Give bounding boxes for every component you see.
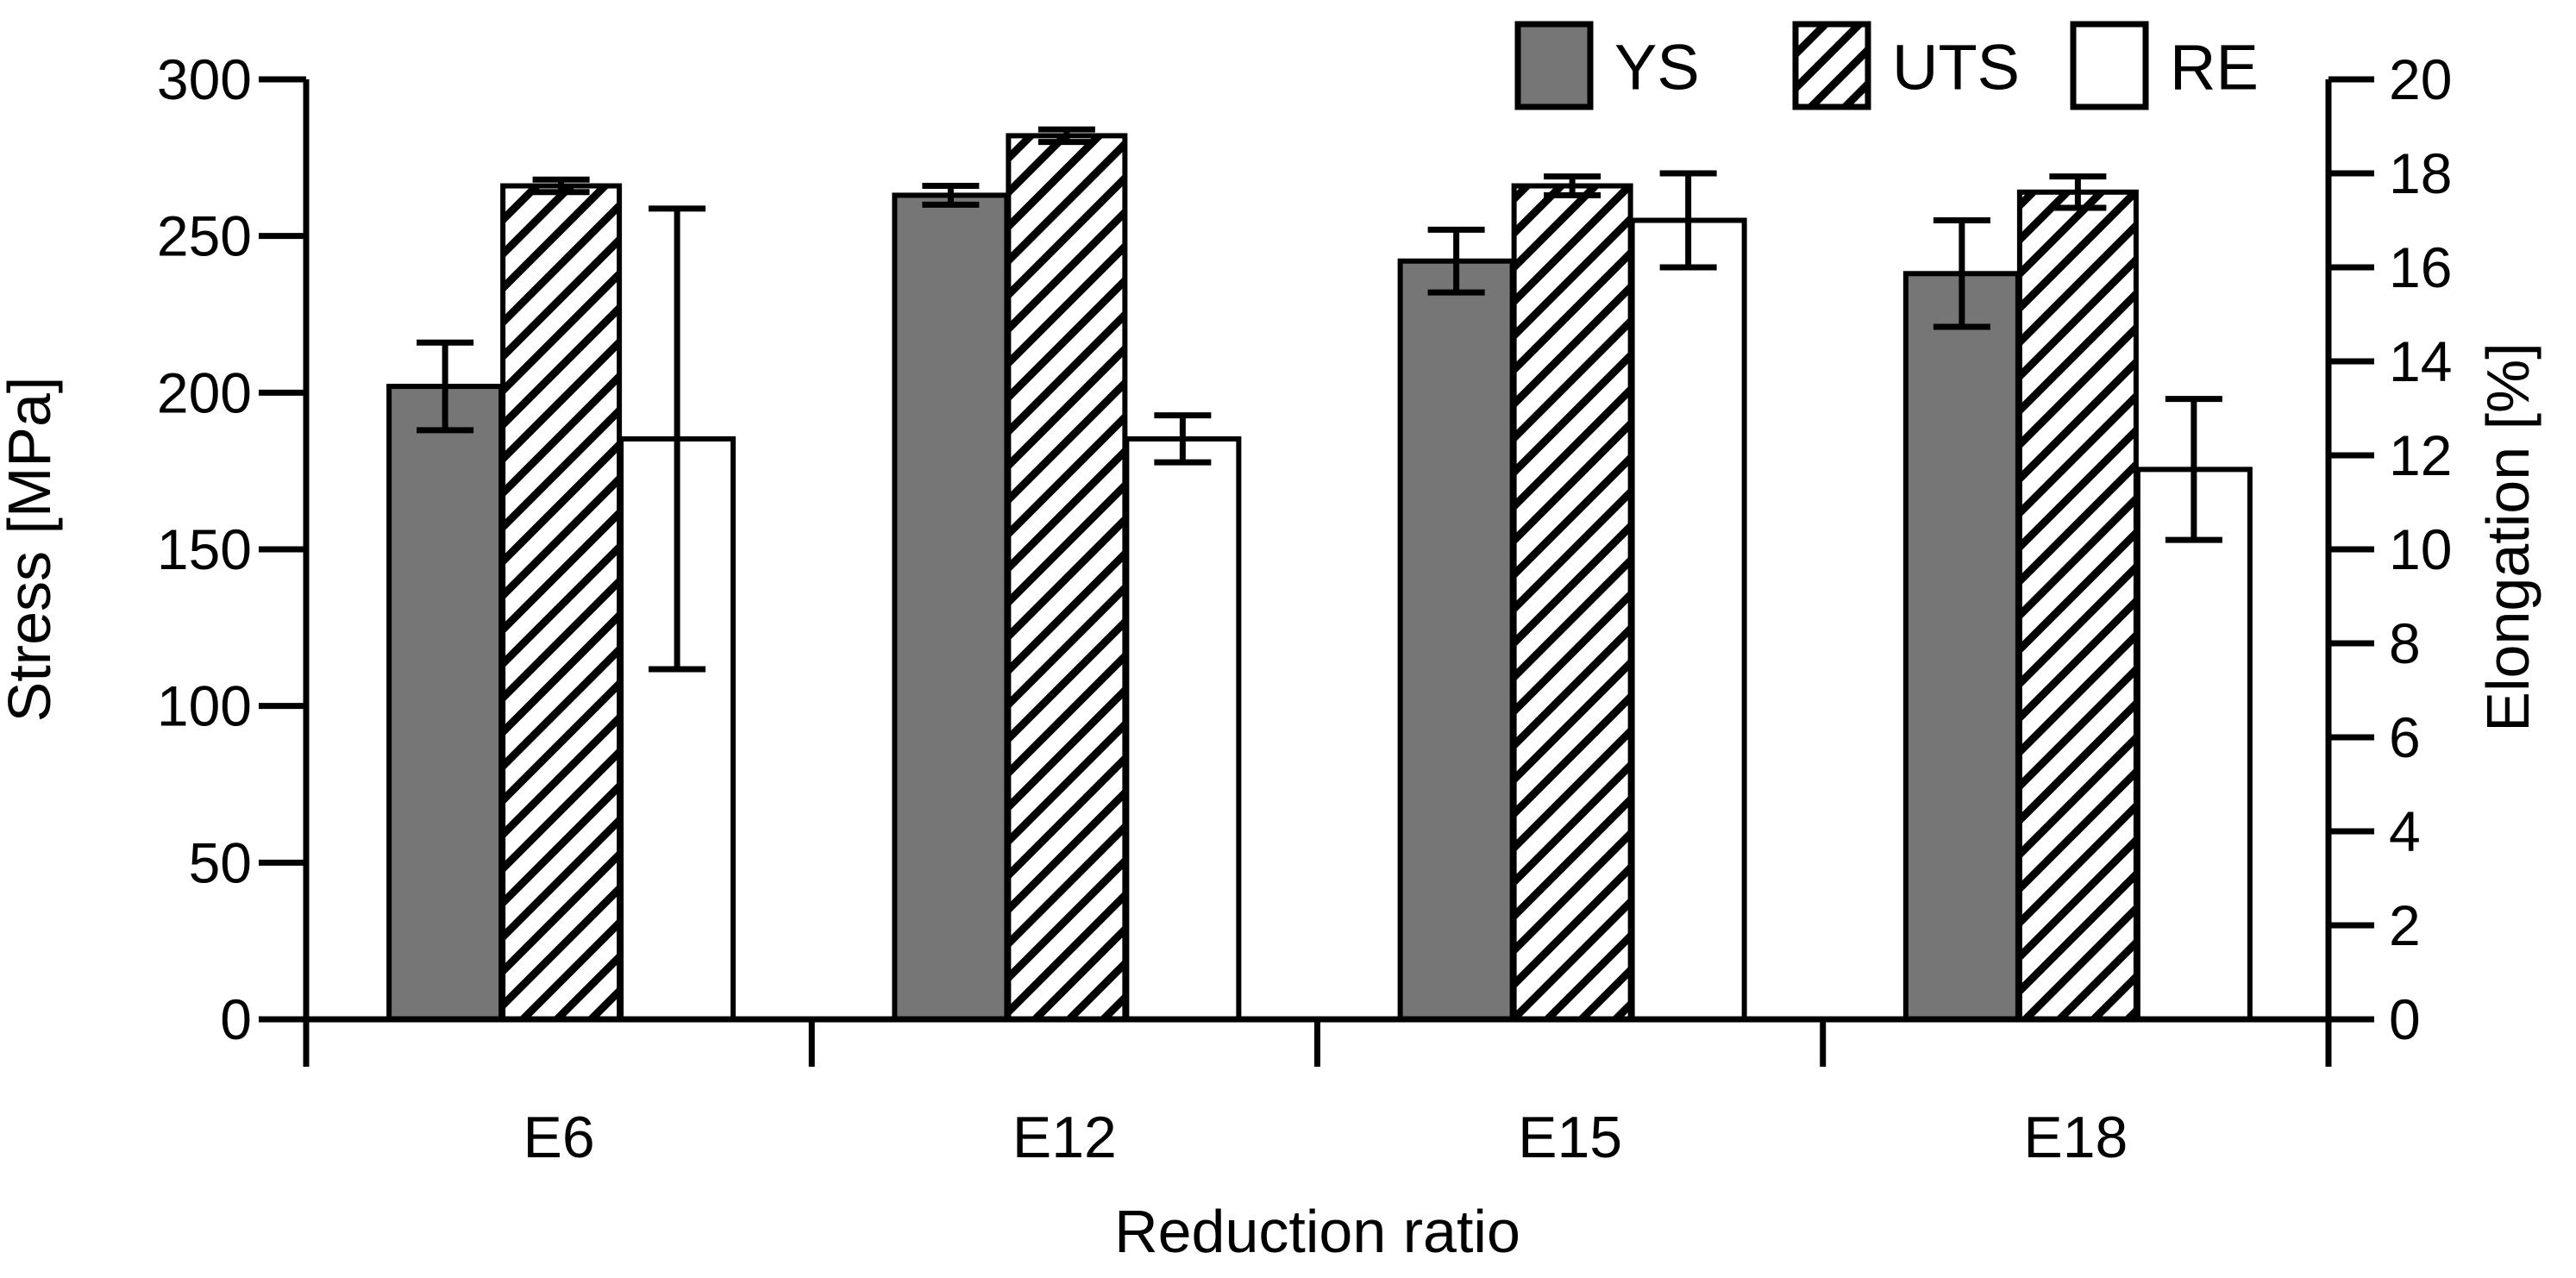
right-tick-label: 2	[2389, 893, 2421, 957]
right-tick-label: 18	[2389, 141, 2452, 205]
left-axis-title: Stress [MPa]	[0, 377, 63, 723]
bar-ys-e15	[1397, 258, 1515, 1022]
error-bar-uts-e6	[532, 176, 590, 196]
x-category-label: E12	[1012, 1105, 1117, 1170]
legend-swatch-ys	[1514, 21, 1594, 110]
error-bar-re-e18	[2165, 396, 2222, 543]
right-tick-label: 20	[2389, 47, 2452, 111]
right-axis-title: Elongation [%]	[2474, 342, 2542, 731]
error-bar-uts-e18	[2049, 173, 2107, 211]
error-bar-uts-e15	[1544, 173, 1601, 198]
right-tick-label: 10	[2389, 517, 2452, 581]
legend-swatch-re	[2070, 21, 2149, 110]
bar-re-e12	[1124, 435, 1242, 1022]
left-tick-label: 50	[189, 830, 252, 894]
bar-re-e18	[2134, 467, 2253, 1022]
left-tick-label: 150	[157, 517, 252, 581]
right-tick-label: 4	[2389, 799, 2421, 863]
x-category-label: E6	[523, 1105, 595, 1170]
left-tick-label: 250	[157, 204, 252, 268]
right-tick-label: 12	[2389, 423, 2452, 487]
legend-item-uts: UTS	[1792, 21, 2020, 110]
x-category-label: E15	[1518, 1105, 1622, 1170]
error-bar-ys-e6	[417, 339, 474, 434]
error-bar-ys-e18	[1933, 217, 1990, 330]
error-bar-ys-e15	[1427, 226, 1485, 296]
bar-re-e15	[1629, 217, 1747, 1022]
right-tick-label: 14	[2389, 329, 2452, 393]
right-tick-label: 8	[2389, 611, 2421, 675]
error-bar-ys-e12	[922, 183, 980, 208]
legend-item-ys: YS	[1514, 21, 1700, 110]
error-bar-uts-e12	[1037, 126, 1095, 146]
bar-uts-e6	[500, 183, 623, 1023]
bar-uts-e12	[1006, 133, 1128, 1022]
legend-label-re: RE	[2170, 32, 2259, 103]
bar-ys-e12	[892, 192, 1010, 1022]
left-tick-label: 0	[220, 987, 252, 1051]
x-axis-title: Reduction ratio	[1114, 1198, 1520, 1265]
error-bar-re-e6	[649, 205, 706, 673]
left-tick-label: 300	[157, 47, 252, 111]
legend-swatch-uts	[1792, 21, 1871, 110]
bar-uts-e18	[2016, 189, 2139, 1023]
bar-uts-e15	[1511, 183, 1633, 1023]
legend-label-ys: YS	[1614, 32, 1700, 103]
right-tick-label: 16	[2389, 235, 2452, 299]
legend-label-uts: UTS	[1892, 32, 2020, 103]
error-bar-re-e12	[1154, 412, 1212, 466]
left-tick-label: 200	[157, 360, 252, 424]
error-bar-re-e15	[1659, 170, 1717, 271]
bar-ys-e18	[1902, 271, 2021, 1022]
legend-item-re: RE	[2070, 21, 2259, 110]
right-tick-label: 6	[2389, 705, 2421, 769]
left-tick-label: 100	[157, 674, 252, 738]
x-category-label: E18	[2023, 1105, 2128, 1170]
right-tick-label: 0	[2389, 987, 2421, 1051]
bar-ys-e6	[386, 384, 505, 1023]
